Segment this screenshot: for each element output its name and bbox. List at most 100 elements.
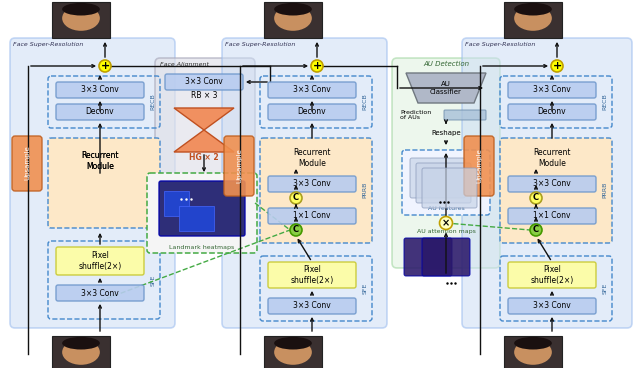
Polygon shape xyxy=(174,108,234,130)
Text: Face Alignment: Face Alignment xyxy=(160,62,209,67)
FancyBboxPatch shape xyxy=(422,238,470,276)
Text: Pixel
shuffle(2×): Pixel shuffle(2×) xyxy=(291,265,333,285)
FancyBboxPatch shape xyxy=(268,262,356,288)
Circle shape xyxy=(530,224,542,236)
Text: PRRB: PRRB xyxy=(150,175,156,191)
FancyBboxPatch shape xyxy=(56,285,144,301)
Text: Face Super-Resolution: Face Super-Resolution xyxy=(465,42,536,47)
FancyBboxPatch shape xyxy=(56,82,144,98)
Text: SFE: SFE xyxy=(150,274,156,286)
Polygon shape xyxy=(164,191,189,216)
FancyBboxPatch shape xyxy=(268,176,356,192)
FancyBboxPatch shape xyxy=(404,238,452,276)
FancyBboxPatch shape xyxy=(392,58,500,268)
Text: 3×3 Conv: 3×3 Conv xyxy=(81,289,119,297)
Text: 3×3 Conv: 3×3 Conv xyxy=(293,301,331,311)
Ellipse shape xyxy=(274,3,312,15)
Text: RECB: RECB xyxy=(602,93,607,110)
Circle shape xyxy=(530,192,542,204)
Text: 3×3 Conv: 3×3 Conv xyxy=(185,78,223,86)
FancyBboxPatch shape xyxy=(508,262,596,288)
Text: 3×3 Conv: 3×3 Conv xyxy=(533,301,571,311)
FancyBboxPatch shape xyxy=(422,168,477,208)
FancyBboxPatch shape xyxy=(159,181,245,236)
FancyBboxPatch shape xyxy=(504,2,562,38)
Ellipse shape xyxy=(62,340,100,365)
FancyBboxPatch shape xyxy=(464,136,494,196)
Text: PRRB: PRRB xyxy=(602,182,607,198)
Text: Deconv: Deconv xyxy=(298,107,326,117)
FancyBboxPatch shape xyxy=(155,58,255,248)
Text: RECB: RECB xyxy=(362,93,367,110)
FancyBboxPatch shape xyxy=(268,208,356,224)
Circle shape xyxy=(551,60,563,72)
FancyBboxPatch shape xyxy=(48,138,160,228)
Text: Upsample: Upsample xyxy=(24,146,30,180)
Text: 3×3 Conv: 3×3 Conv xyxy=(533,85,571,95)
Ellipse shape xyxy=(514,337,552,350)
Ellipse shape xyxy=(514,340,552,365)
FancyBboxPatch shape xyxy=(508,298,596,314)
FancyBboxPatch shape xyxy=(402,150,490,215)
FancyBboxPatch shape xyxy=(260,138,372,243)
Circle shape xyxy=(290,224,302,236)
Text: 1×1 Conv: 1×1 Conv xyxy=(533,212,571,220)
FancyBboxPatch shape xyxy=(10,38,175,328)
FancyBboxPatch shape xyxy=(147,173,257,253)
FancyBboxPatch shape xyxy=(462,38,632,328)
Ellipse shape xyxy=(274,340,312,365)
Circle shape xyxy=(311,60,323,72)
Ellipse shape xyxy=(62,6,100,31)
Circle shape xyxy=(440,216,452,230)
FancyBboxPatch shape xyxy=(268,104,356,120)
Text: 1×1 Conv: 1×1 Conv xyxy=(293,212,331,220)
Text: Face Super-Resolution: Face Super-Resolution xyxy=(225,42,296,47)
Text: RECB: RECB xyxy=(150,93,156,110)
FancyBboxPatch shape xyxy=(56,247,144,275)
Polygon shape xyxy=(406,73,486,103)
FancyBboxPatch shape xyxy=(500,138,612,243)
Text: 3×3 Conv: 3×3 Conv xyxy=(293,85,331,95)
Text: AU Detection: AU Detection xyxy=(423,61,469,67)
Text: Pixel
shuffle(2×): Pixel shuffle(2×) xyxy=(78,251,122,271)
FancyBboxPatch shape xyxy=(268,82,356,98)
FancyBboxPatch shape xyxy=(508,104,596,120)
FancyBboxPatch shape xyxy=(264,2,322,38)
Text: 3×3 Conv: 3×3 Conv xyxy=(81,85,119,95)
FancyBboxPatch shape xyxy=(222,38,387,328)
Text: C: C xyxy=(293,226,299,234)
FancyBboxPatch shape xyxy=(56,104,144,120)
FancyBboxPatch shape xyxy=(52,336,110,368)
Ellipse shape xyxy=(514,3,552,15)
Text: +: + xyxy=(552,61,562,71)
Text: ×: × xyxy=(442,218,450,228)
Text: Reshape: Reshape xyxy=(431,130,461,136)
FancyBboxPatch shape xyxy=(224,136,254,196)
Text: Deconv: Deconv xyxy=(538,107,566,117)
Text: Recurrent
Module: Recurrent Module xyxy=(81,151,119,171)
Text: SFE: SFE xyxy=(602,282,607,294)
Text: +: + xyxy=(100,61,109,71)
Text: C: C xyxy=(533,226,539,234)
Circle shape xyxy=(99,60,111,72)
Polygon shape xyxy=(179,206,214,231)
FancyBboxPatch shape xyxy=(264,336,322,368)
Text: AU attention maps: AU attention maps xyxy=(417,229,476,234)
Text: +: + xyxy=(312,61,322,71)
Text: AU
Classifier: AU Classifier xyxy=(430,81,462,95)
Text: C: C xyxy=(293,194,299,202)
Text: Landmark heatmaps: Landmark heatmaps xyxy=(170,244,235,250)
FancyBboxPatch shape xyxy=(165,74,243,90)
FancyBboxPatch shape xyxy=(410,158,465,198)
Ellipse shape xyxy=(274,6,312,31)
Text: Deconv: Deconv xyxy=(86,107,115,117)
Text: 3×3 Conv: 3×3 Conv xyxy=(293,180,331,188)
Text: Upsample: Upsample xyxy=(236,149,242,183)
FancyBboxPatch shape xyxy=(508,82,596,98)
Text: Pixel
shuffle(2×): Pixel shuffle(2×) xyxy=(531,265,573,285)
Text: RB × 3: RB × 3 xyxy=(191,92,217,100)
Text: Face Super-Resolution: Face Super-Resolution xyxy=(13,42,83,47)
Text: Recurrent
Module: Recurrent Module xyxy=(293,148,331,168)
Circle shape xyxy=(290,192,302,204)
Ellipse shape xyxy=(62,337,100,350)
